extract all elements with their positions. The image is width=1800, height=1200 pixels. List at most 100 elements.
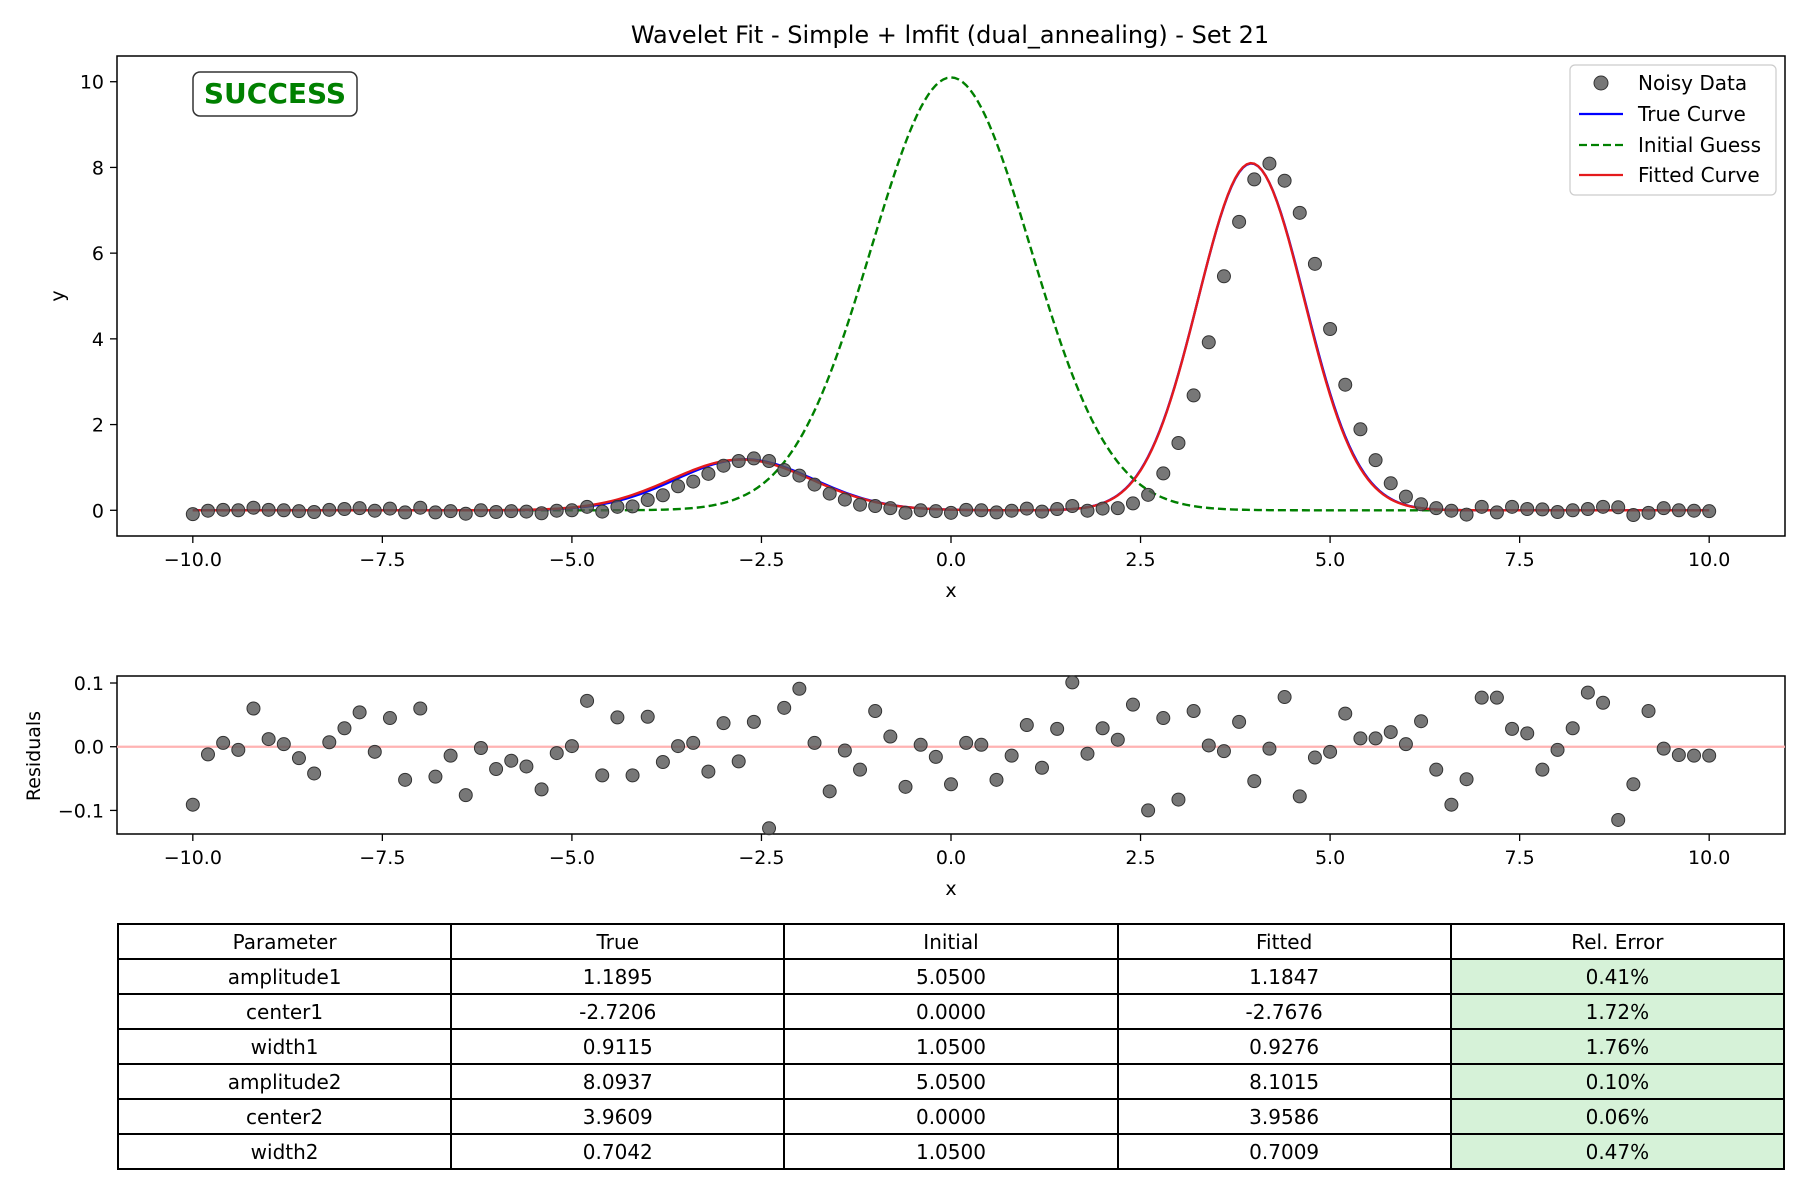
- rel-error-cell: 0.41%: [1449, 958, 1786, 995]
- noisy-data-point: [1201, 335, 1216, 350]
- residuals-y-ticks: 0.1 0.0 −0.1: [58, 673, 117, 822]
- residual-point: [807, 735, 822, 750]
- residual-point: [655, 755, 670, 770]
- parameter-table-body: amplitude1 1.1895 5.0500 1.1847 0.41% center1…: [116, 958, 1786, 1170]
- table-cell: amplitude2: [116, 1063, 453, 1100]
- residual-point: [1019, 718, 1034, 733]
- noisy-data-point: [185, 507, 200, 522]
- noisy-data-point: [200, 503, 215, 518]
- noisy-data-point: [1520, 502, 1535, 516]
- residual-point: [1034, 760, 1049, 775]
- x-tick-label: −7.5: [359, 847, 405, 869]
- residual-point: [1095, 721, 1110, 736]
- residual-point: [1398, 737, 1413, 752]
- noisy-data-point: [1247, 172, 1262, 187]
- noisy-data-point: [1459, 507, 1474, 522]
- noisy-data-point: [1383, 476, 1398, 491]
- noisy-data-point: [1671, 503, 1686, 518]
- residual-point: [200, 747, 215, 762]
- table-cell: 1.1847: [1116, 958, 1452, 995]
- residual-point: [1277, 690, 1292, 705]
- x-tick-label: −5.0: [549, 549, 595, 571]
- noisy-data-point: [1110, 501, 1125, 516]
- residual-point: [928, 749, 943, 764]
- residual-point: [216, 735, 231, 750]
- y-tick-label: 2: [92, 415, 104, 437]
- table-row: center2 3.9609 0.0000 3.9586 0.06%: [116, 1098, 1786, 1135]
- residual-point: [564, 739, 579, 754]
- residual-point: [1065, 675, 1080, 690]
- residual-point: [974, 737, 989, 752]
- x-tick-label: 2.5: [1125, 847, 1155, 869]
- rel-error-cell: 0.06%: [1449, 1098, 1786, 1135]
- noisy-data-point: [837, 492, 852, 507]
- noisy-data-point: [246, 500, 261, 515]
- noisy-data-point: [1580, 502, 1595, 516]
- residual-point: [1596, 695, 1611, 710]
- noisy-data-point: [1292, 205, 1307, 220]
- table-cell: 0.9276: [1116, 1028, 1452, 1065]
- residual-point: [868, 704, 883, 719]
- residual-point: [944, 777, 958, 792]
- noisy-data-point: [868, 499, 883, 513]
- y-tick-label: 8: [92, 157, 104, 179]
- y-tick-label: 6: [92, 243, 104, 265]
- noisy-data-point: [595, 504, 610, 519]
- noisy-data-point: [640, 493, 655, 507]
- residual-point: [822, 784, 837, 799]
- residual-point: [1156, 711, 1171, 726]
- noisy-data-point: [428, 505, 443, 520]
- rel-error-cell: 0.47%: [1449, 1133, 1786, 1170]
- noisy-data-point: [1611, 500, 1626, 515]
- table-cell: -2.7206: [450, 993, 786, 1030]
- noisy-data-point: [989, 505, 1004, 520]
- residual-point: [1702, 748, 1717, 763]
- residual-point: [504, 753, 519, 768]
- residual-point: [307, 766, 322, 781]
- noisy-data-point: [716, 458, 731, 473]
- table-cell: -2.7676: [1116, 993, 1452, 1030]
- x-tick-label: −2.5: [738, 847, 784, 869]
- column-header: Parameter: [116, 923, 453, 960]
- status-badge: SUCCESS: [192, 71, 358, 117]
- noisy-data-point: [382, 501, 397, 516]
- noisy-data-point: [1702, 504, 1717, 519]
- legend-label-noisy-data: Noisy Data: [1638, 71, 1747, 95]
- noisy-data-point: [883, 501, 898, 516]
- parameter-table: Parameter True Initial Fitted Rel. Error amp…: [116, 923, 1786, 1170]
- column-header: Rel. Error: [1449, 923, 1786, 960]
- residual-point: [853, 762, 868, 777]
- residual-point: [1565, 721, 1580, 736]
- table-cell: 1.1895: [450, 958, 786, 995]
- residual-point: [1080, 746, 1095, 761]
- residual-point: [1505, 721, 1520, 736]
- x-tick-label: −7.5: [359, 549, 405, 571]
- residual-point: [231, 742, 246, 757]
- noisy-data-point: [1216, 269, 1231, 284]
- rel-error-cell: 0.10%: [1449, 1063, 1786, 1100]
- residual-point: [549, 746, 564, 761]
- residual-point: [1474, 690, 1489, 705]
- noisy-data-point: [1125, 496, 1140, 511]
- table-cell: width2: [116, 1133, 453, 1170]
- noisy-data-point: [564, 503, 579, 518]
- noisy-data-point: [1323, 322, 1338, 336]
- table-row: width1 0.9115 1.0500 0.9276 1.76%: [116, 1028, 1786, 1065]
- residual-point: [337, 721, 352, 736]
- parameter-table-header: Parameter True Initial Fitted Rel. Error: [116, 923, 1786, 960]
- initial-guess-curve: [192, 76, 1710, 512]
- noisy-data-points: [185, 156, 1717, 522]
- table-cell: 0.7042: [450, 1133, 786, 1170]
- main-x-ticks: −10.0 −7.5 −5.0 −2.5 0.0 2.5 5.0 7.5 10.0: [164, 536, 1730, 571]
- x-tick-label: 5.0: [1315, 847, 1345, 869]
- table-cell: 3.9586: [1116, 1098, 1452, 1135]
- x-tick-label: 0.0: [936, 847, 966, 869]
- noisy-data-point: [1596, 499, 1611, 514]
- x-tick-label: 10.0: [1688, 847, 1730, 869]
- noisy-data-point: [777, 463, 792, 477]
- noisy-data-point: [534, 506, 549, 521]
- residual-point: [1550, 742, 1565, 757]
- y-tick-label: −0.1: [58, 800, 104, 822]
- residual-point: [489, 762, 504, 777]
